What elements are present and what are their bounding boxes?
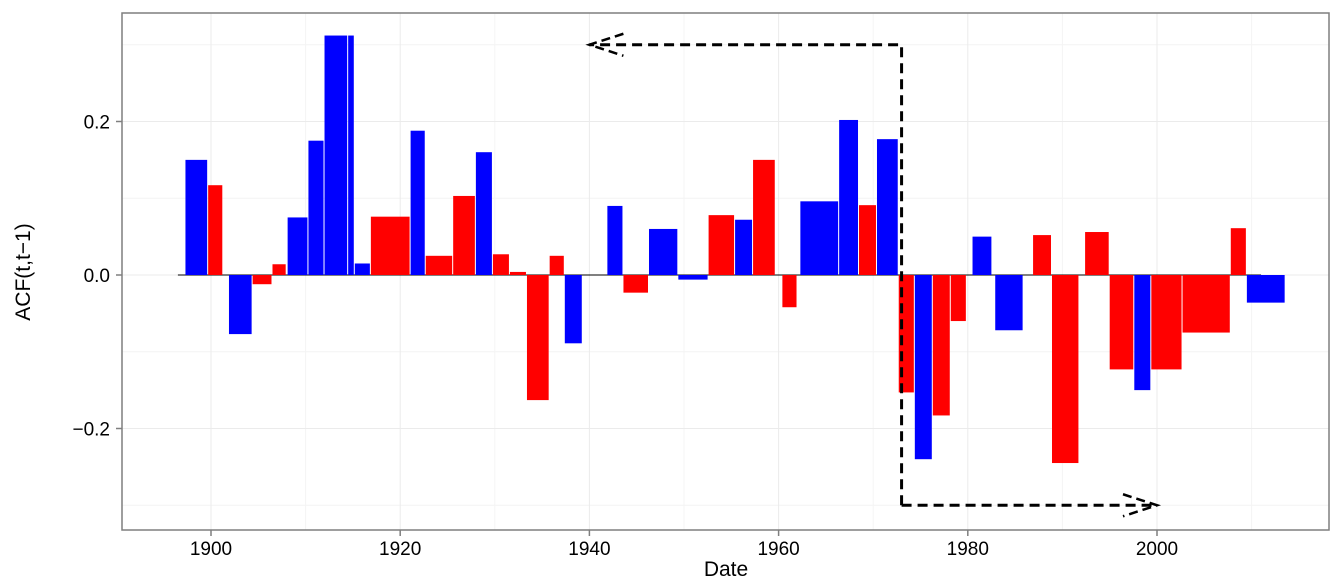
- bar-red: [950, 275, 966, 322]
- bar-blue: [972, 236, 992, 275]
- y-tick-label: −0.2: [72, 420, 110, 441]
- bar-red: [252, 275, 272, 285]
- bar-blue: [735, 219, 753, 275]
- bar-red: [492, 254, 509, 275]
- bar-series: [177, 35, 1285, 464]
- bar-blue: [475, 152, 492, 275]
- y-tick-label: 0.0: [84, 266, 110, 287]
- bar-red: [753, 159, 775, 275]
- bar-blue: [185, 159, 208, 275]
- x-axis-title: Date: [704, 558, 748, 579]
- x-axis-ticks: 1900 1920 1940 1960 1980 2000: [190, 530, 1178, 560]
- x-tick-label: 1900: [190, 539, 232, 560]
- panel-border: [121, 12, 1330, 531]
- bar-red: [526, 275, 549, 401]
- x-tick-label: 1940: [568, 539, 610, 560]
- bar-red: [549, 255, 564, 275]
- bar-blue: [1134, 275, 1151, 391]
- bar-red: [208, 185, 223, 275]
- bar-blue: [348, 35, 354, 275]
- bar-blue: [228, 275, 252, 335]
- bar-red: [1230, 228, 1246, 275]
- bar-blue: [354, 263, 370, 275]
- bar-red: [1051, 275, 1079, 464]
- bar-blue: [839, 119, 859, 275]
- bar-blue: [308, 140, 324, 275]
- bar-red: [623, 275, 648, 293]
- bar-red: [370, 216, 410, 275]
- bar-red: [509, 271, 526, 275]
- bar-red: [1033, 235, 1051, 275]
- bar-blue: [914, 275, 932, 460]
- bar-blue: [1246, 275, 1285, 303]
- bar-red: [782, 275, 797, 308]
- arrow-annotations: [585, 32, 1162, 518]
- y-axis-title: ACF(t,t−1): [12, 223, 35, 320]
- bar-red: [708, 215, 735, 275]
- bar-red: [1085, 232, 1109, 275]
- bar-blue: [607, 205, 623, 275]
- x-tick-label: 1980: [947, 539, 989, 560]
- bar-blue: [876, 139, 898, 275]
- dashed-arrow-line: [589, 43, 904, 506]
- x-tick-label: 1960: [757, 539, 799, 560]
- x-tick-label: 2000: [1136, 539, 1178, 560]
- bar-red: [1151, 275, 1182, 370]
- y-tick-label: 0.2: [84, 113, 110, 134]
- bar-blue: [410, 130, 425, 275]
- bar-red: [453, 195, 475, 275]
- dashed-arrowhead: [585, 32, 624, 57]
- bar-blue: [648, 228, 678, 275]
- bar-blue: [287, 217, 308, 275]
- dashed-arrowhead: [1122, 493, 1162, 518]
- bar-red: [932, 275, 950, 416]
- bar-blue: [995, 275, 1023, 331]
- bar-blue: [800, 201, 839, 275]
- y-axis-ticks: 0.2 0.0 −0.2: [72, 113, 122, 441]
- bar-red: [425, 255, 453, 275]
- bar-red: [1109, 275, 1134, 370]
- bar-blue: [678, 275, 708, 280]
- bar-red: [859, 205, 876, 275]
- bar-blue: [324, 35, 348, 275]
- x-tick-label: 1920: [379, 539, 421, 560]
- bar-blue: [564, 275, 582, 344]
- bar-red: [272, 264, 286, 275]
- bar-red: [1182, 275, 1230, 333]
